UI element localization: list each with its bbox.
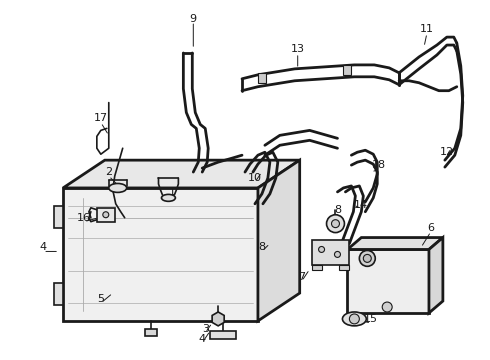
Bar — [97, 208, 115, 222]
Text: 9: 9 — [190, 14, 197, 24]
Text: 10: 10 — [248, 173, 262, 183]
Bar — [54, 206, 63, 228]
Circle shape — [335, 251, 341, 257]
Circle shape — [349, 314, 359, 324]
Text: 3: 3 — [202, 324, 209, 334]
Bar — [340, 265, 349, 270]
Text: 4: 4 — [198, 334, 206, 344]
Bar — [343, 65, 351, 75]
Text: 11: 11 — [420, 24, 434, 34]
Circle shape — [359, 251, 375, 266]
Text: 4: 4 — [40, 243, 47, 252]
Text: 17: 17 — [94, 113, 108, 123]
Text: 16: 16 — [77, 213, 91, 223]
Circle shape — [326, 215, 344, 233]
Text: 1: 1 — [169, 187, 176, 197]
Circle shape — [332, 220, 340, 228]
Text: 14: 14 — [354, 200, 368, 210]
Text: 12: 12 — [440, 147, 454, 157]
Polygon shape — [347, 238, 443, 249]
Text: 15: 15 — [364, 314, 378, 324]
Bar — [312, 239, 349, 265]
Text: 8: 8 — [258, 243, 266, 252]
Text: 8: 8 — [334, 205, 341, 215]
Polygon shape — [429, 238, 443, 313]
Bar — [54, 283, 63, 305]
Ellipse shape — [109, 184, 127, 192]
Text: 7: 7 — [298, 272, 305, 282]
Polygon shape — [258, 160, 300, 321]
Ellipse shape — [343, 312, 367, 326]
Text: 13: 13 — [291, 44, 305, 54]
Text: 2: 2 — [105, 167, 112, 177]
Bar — [258, 73, 266, 83]
Bar — [145, 329, 156, 336]
Text: 18: 18 — [372, 160, 386, 170]
Circle shape — [363, 255, 371, 262]
Text: 5: 5 — [98, 294, 104, 304]
Bar — [312, 265, 321, 270]
Circle shape — [103, 212, 109, 218]
Text: 6: 6 — [427, 222, 435, 233]
Circle shape — [382, 302, 392, 312]
Bar — [63, 188, 258, 321]
Bar — [210, 331, 236, 339]
Polygon shape — [63, 160, 300, 188]
Circle shape — [318, 247, 324, 252]
Bar — [347, 249, 429, 313]
Ellipse shape — [162, 194, 175, 201]
